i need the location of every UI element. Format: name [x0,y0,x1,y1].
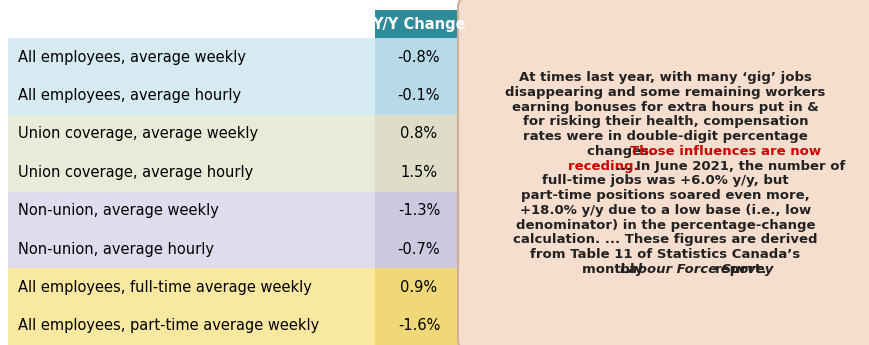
Text: -1.3%: -1.3% [397,203,440,218]
FancyBboxPatch shape [8,307,375,345]
Text: rates were in double-digit percentage: rates were in double-digit percentage [522,130,807,143]
Text: All employees, average hourly: All employees, average hourly [18,88,241,103]
FancyBboxPatch shape [375,268,462,307]
FancyBboxPatch shape [8,115,375,153]
Text: from Table 11 of Statistics Canada’s: from Table 11 of Statistics Canada’s [530,248,799,261]
Text: part-time positions soared even more,: part-time positions soared even more, [521,189,809,202]
FancyBboxPatch shape [375,191,462,230]
FancyBboxPatch shape [375,115,462,153]
Text: ... In June 2021, the number of: ... In June 2021, the number of [615,160,844,172]
FancyBboxPatch shape [375,230,462,268]
Text: calculation. ... These figures are derived: calculation. ... These figures are deriv… [513,233,817,246]
Text: Non-union, average weekly: Non-union, average weekly [18,203,219,218]
Text: -0.7%: -0.7% [397,241,440,257]
FancyBboxPatch shape [8,230,375,268]
Text: +18.0% y/y due to a low base (i.e., low: +18.0% y/y due to a low base (i.e., low [520,204,810,217]
FancyBboxPatch shape [8,153,375,191]
FancyBboxPatch shape [457,0,869,345]
Text: monthly: monthly [581,263,647,276]
Text: report.: report. [714,263,766,276]
Text: receding.: receding. [567,160,643,172]
Text: full-time jobs was +6.0% y/y, but: full-time jobs was +6.0% y/y, but [541,174,788,187]
Text: Union coverage, average hourly: Union coverage, average hourly [18,165,253,180]
Text: Union coverage, average weekly: Union coverage, average weekly [18,126,258,141]
FancyBboxPatch shape [8,76,375,115]
Text: -0.8%: -0.8% [397,50,440,65]
Text: Y/Y Change: Y/Y Change [372,17,465,31]
Text: All employees, full-time average weekly: All employees, full-time average weekly [18,280,311,295]
FancyBboxPatch shape [8,191,375,230]
FancyBboxPatch shape [8,268,375,307]
Text: All employees, part-time average weekly: All employees, part-time average weekly [18,318,319,333]
Text: Non-union, average hourly: Non-union, average hourly [18,241,214,257]
Text: earning bonuses for extra hours put in &: earning bonuses for extra hours put in & [512,101,818,114]
Text: 0.8%: 0.8% [400,126,437,141]
FancyBboxPatch shape [375,307,462,345]
Text: disappearing and some remaining workers: disappearing and some remaining workers [505,86,825,99]
FancyBboxPatch shape [375,76,462,115]
FancyBboxPatch shape [375,153,462,191]
Text: for risking their health, compensation: for risking their health, compensation [522,116,807,128]
FancyBboxPatch shape [375,38,462,76]
Text: All employees, average weekly: All employees, average weekly [18,50,246,65]
Text: -1.6%: -1.6% [397,318,440,333]
Text: changes.: changes. [587,145,658,158]
Text: denominator) in the percentage-change: denominator) in the percentage-change [515,218,814,231]
Text: Labour Force Survey: Labour Force Survey [620,263,778,276]
Text: -0.1%: -0.1% [397,88,440,103]
Text: At times last year, with many ‘gig’ jobs: At times last year, with many ‘gig’ jobs [519,71,811,84]
FancyBboxPatch shape [8,38,375,76]
Text: 0.9%: 0.9% [400,280,437,295]
Text: 1.5%: 1.5% [400,165,437,180]
Text: Those influences are now: Those influences are now [629,145,820,158]
FancyBboxPatch shape [375,10,462,38]
